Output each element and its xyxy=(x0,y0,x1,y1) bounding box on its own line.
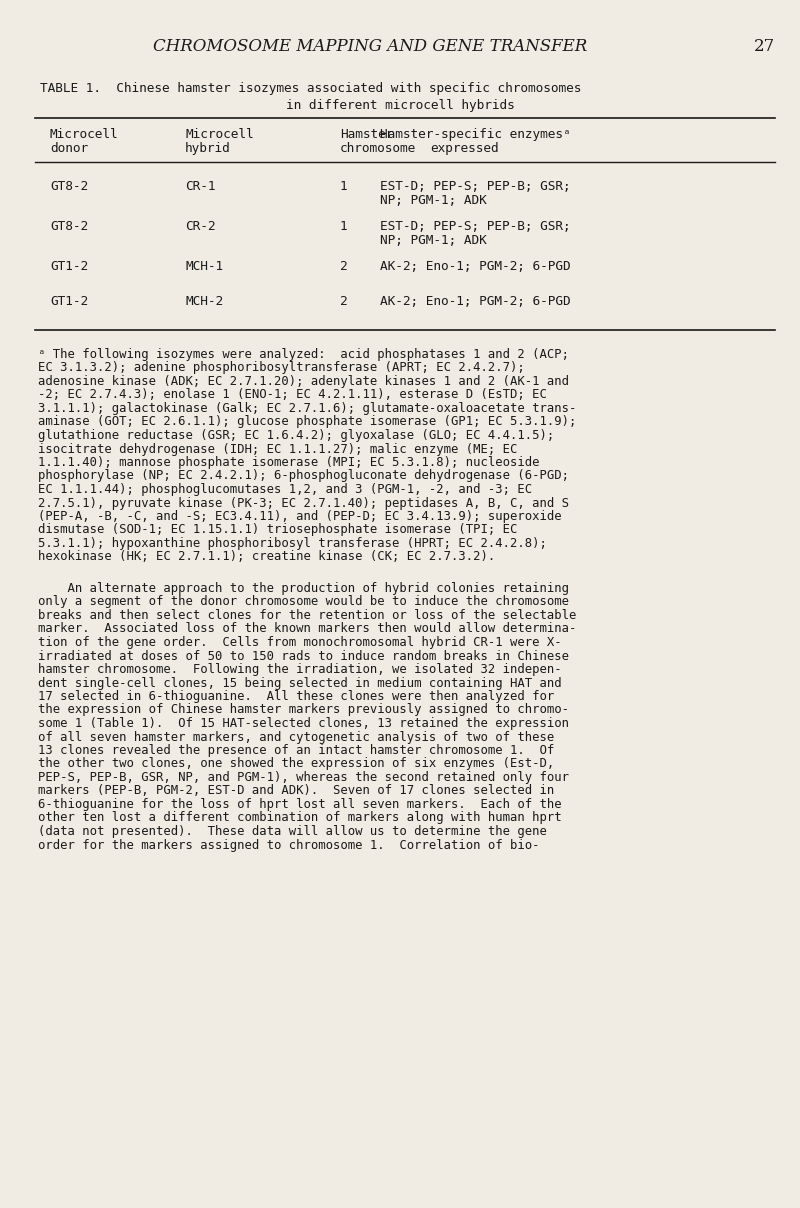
Text: in different microcell hybrids: in different microcell hybrids xyxy=(286,99,514,112)
Text: 1: 1 xyxy=(340,220,348,233)
Text: GT1-2: GT1-2 xyxy=(50,295,88,308)
Text: AK-2; Eno-1; PGM-2; 6-PGD: AK-2; Eno-1; PGM-2; 6-PGD xyxy=(380,295,570,308)
Text: Microcell: Microcell xyxy=(185,128,254,141)
Text: of all seven hamster markers, and cytogenetic analysis of two of these: of all seven hamster markers, and cytoge… xyxy=(38,731,554,743)
Text: EC 1.1.1.44); phosphoglucomutases 1,2, and 3 (PGM-1, -2, and -3; EC: EC 1.1.1.44); phosphoglucomutases 1,2, a… xyxy=(38,483,532,496)
Text: isocitrate dehydrogenase (IDH; EC 1.1.1.27); malic enzyme (ME; EC: isocitrate dehydrogenase (IDH; EC 1.1.1.… xyxy=(38,442,518,455)
Text: CHROMOSOME MAPPING AND GENE TRANSFER: CHROMOSOME MAPPING AND GENE TRANSFER xyxy=(153,37,587,56)
Text: aminase (GOT; EC 2.6.1.1); glucose phosphate isomerase (GP1; EC 5.3.1.9);: aminase (GOT; EC 2.6.1.1); glucose phosp… xyxy=(38,416,576,429)
Text: breaks and then select clones for the retention or loss of the selectable: breaks and then select clones for the re… xyxy=(38,609,576,622)
Text: 2: 2 xyxy=(340,260,348,273)
Text: Hamster-specific enzymesᵃ: Hamster-specific enzymesᵃ xyxy=(380,128,570,141)
Text: (PEP-A, -B, -C, and -S; EC3.4.11), and (PEP-D; EC 3.4.13.9); superoxide: (PEP-A, -B, -C, and -S; EC3.4.11), and (… xyxy=(38,510,562,523)
Text: other ten lost a different combination of markers along with human hprt: other ten lost a different combination o… xyxy=(38,812,562,825)
Text: donor: donor xyxy=(50,143,88,155)
Text: adenosine kinase (ADK; EC 2.7.1.20); adenylate kinases 1 and 2 (AK-1 and: adenosine kinase (ADK; EC 2.7.1.20); ade… xyxy=(38,374,569,388)
Text: GT8-2: GT8-2 xyxy=(50,180,88,193)
Text: CR-2: CR-2 xyxy=(185,220,215,233)
Text: Microcell: Microcell xyxy=(50,128,118,141)
Text: phosphorylase (NP; EC 2.4.2.1); 6-phosphogluconate dehydrogenase (6-PGD;: phosphorylase (NP; EC 2.4.2.1); 6-phosph… xyxy=(38,470,569,482)
Text: An alternate approach to the production of hybrid colonies retaining: An alternate approach to the production … xyxy=(38,582,569,596)
Text: dismutase (SOD-1; EC 1.15.1.1) triosephosphate isomerase (TPI; EC: dismutase (SOD-1; EC 1.15.1.1) triosepho… xyxy=(38,523,518,536)
Text: expressed: expressed xyxy=(430,143,498,155)
Text: NP; PGM-1; ADK: NP; PGM-1; ADK xyxy=(380,194,486,207)
Text: hexokinase (HK; EC 2.7.1.1); creatine kinase (CK; EC 2.7.3.2).: hexokinase (HK; EC 2.7.1.1); creatine ki… xyxy=(38,551,495,563)
Text: EC 3.1.3.2); adenine phosphoribosyltransferase (APRT; EC 2.4.2.7);: EC 3.1.3.2); adenine phosphoribosyltrans… xyxy=(38,361,525,374)
Text: Hamster: Hamster xyxy=(340,128,394,141)
Text: tion of the gene order.  Cells from monochromosomal hybrid CR-1 were X-: tion of the gene order. Cells from monoc… xyxy=(38,635,562,649)
Text: NP; PGM-1; ADK: NP; PGM-1; ADK xyxy=(380,234,486,246)
Text: glutathione reductase (GSR; EC 1.6.4.2); glyoxalase (GLO; EC 4.4.1.5);: glutathione reductase (GSR; EC 1.6.4.2);… xyxy=(38,429,554,442)
Text: MCH-2: MCH-2 xyxy=(185,295,223,308)
Text: hamster chromosome.  Following the irradiation, we isolated 32 indepen-: hamster chromosome. Following the irradi… xyxy=(38,663,562,676)
Text: ᵃ The following isozymes were analyzed:  acid phosphatases 1 and 2 (ACP;: ᵃ The following isozymes were analyzed: … xyxy=(38,348,569,361)
Text: dent single-cell clones, 15 being selected in medium containing HAT and: dent single-cell clones, 15 being select… xyxy=(38,676,562,690)
Text: 5.3.1.1); hypoxanthine phosphoribosyl transferase (HPRT; EC 2.4.2.8);: 5.3.1.1); hypoxanthine phosphoribosyl tr… xyxy=(38,538,547,550)
Text: marker.  Associated loss of the known markers then would allow determina-: marker. Associated loss of the known mar… xyxy=(38,622,576,635)
Text: 2.7.5.1), pyruvate kinase (PK-3; EC 2.7.1.40); peptidases A, B, C, and S: 2.7.5.1), pyruvate kinase (PK-3; EC 2.7.… xyxy=(38,496,569,510)
Text: TABLE 1.  Chinese hamster isozymes associated with specific chromosomes: TABLE 1. Chinese hamster isozymes associ… xyxy=(40,82,582,95)
Text: -2; EC 2.7.4.3); enolase 1 (ENO-1; EC 4.2.1.11), esterase D (EsTD; EC: -2; EC 2.7.4.3); enolase 1 (ENO-1; EC 4.… xyxy=(38,389,547,401)
Text: CR-1: CR-1 xyxy=(185,180,215,193)
Text: 17 selected in 6-thioguanine.  All these clones were then analyzed for: 17 selected in 6-thioguanine. All these … xyxy=(38,690,554,703)
Text: 27: 27 xyxy=(754,37,775,56)
Text: chromosome: chromosome xyxy=(340,143,416,155)
Text: GT8-2: GT8-2 xyxy=(50,220,88,233)
Text: (data not presented).  These data will allow us to determine the gene: (data not presented). These data will al… xyxy=(38,825,547,838)
Text: only a segment of the donor chromosome would be to induce the chromosome: only a segment of the donor chromosome w… xyxy=(38,596,569,609)
Text: EST-D; PEP-S; PEP-B; GSR;: EST-D; PEP-S; PEP-B; GSR; xyxy=(380,180,570,193)
Text: 3.1.1.1); galactokinase (Galk; EC 2.7.1.6); glutamate-oxaloacetate trans-: 3.1.1.1); galactokinase (Galk; EC 2.7.1.… xyxy=(38,402,576,416)
Text: PEP-S, PEP-B, GSR, NP, and PGM-1), whereas the second retained only four: PEP-S, PEP-B, GSR, NP, and PGM-1), where… xyxy=(38,771,569,784)
Text: markers (PEP-B, PGM-2, EST-D and ADK).  Seven of 17 clones selected in: markers (PEP-B, PGM-2, EST-D and ADK). S… xyxy=(38,784,554,797)
Text: 1.1.1.40); mannose phosphate isomerase (MPI; EC 5.3.1.8); nucleoside: 1.1.1.40); mannose phosphate isomerase (… xyxy=(38,455,539,469)
Text: 13 clones revealed the presence of an intact hamster chromosome 1.  Of: 13 clones revealed the presence of an in… xyxy=(38,744,554,757)
Text: the other two clones, one showed the expression of six enzymes (Est-D,: the other two clones, one showed the exp… xyxy=(38,757,554,771)
Text: 6-thioguanine for the loss of hprt lost all seven markers.  Each of the: 6-thioguanine for the loss of hprt lost … xyxy=(38,798,562,811)
Text: 1: 1 xyxy=(340,180,348,193)
Text: some 1 (Table 1).  Of 15 HAT-selected clones, 13 retained the expression: some 1 (Table 1). Of 15 HAT-selected clo… xyxy=(38,718,569,730)
Text: MCH-1: MCH-1 xyxy=(185,260,223,273)
Text: EST-D; PEP-S; PEP-B; GSR;: EST-D; PEP-S; PEP-B; GSR; xyxy=(380,220,570,233)
Text: AK-2; Eno-1; PGM-2; 6-PGD: AK-2; Eno-1; PGM-2; 6-PGD xyxy=(380,260,570,273)
Text: order for the markers assigned to chromosome 1.  Correlation of bio-: order for the markers assigned to chromo… xyxy=(38,838,539,852)
Text: 2: 2 xyxy=(340,295,348,308)
Text: GT1-2: GT1-2 xyxy=(50,260,88,273)
Text: the expression of Chinese hamster markers previously assigned to chromo-: the expression of Chinese hamster marker… xyxy=(38,703,569,716)
Text: hybrid: hybrid xyxy=(185,143,230,155)
Text: irradiated at doses of 50 to 150 rads to induce random breaks in Chinese: irradiated at doses of 50 to 150 rads to… xyxy=(38,650,569,662)
